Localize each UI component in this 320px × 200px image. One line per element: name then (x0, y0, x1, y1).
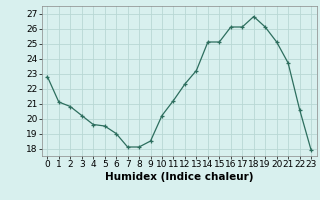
X-axis label: Humidex (Indice chaleur): Humidex (Indice chaleur) (105, 172, 253, 182)
